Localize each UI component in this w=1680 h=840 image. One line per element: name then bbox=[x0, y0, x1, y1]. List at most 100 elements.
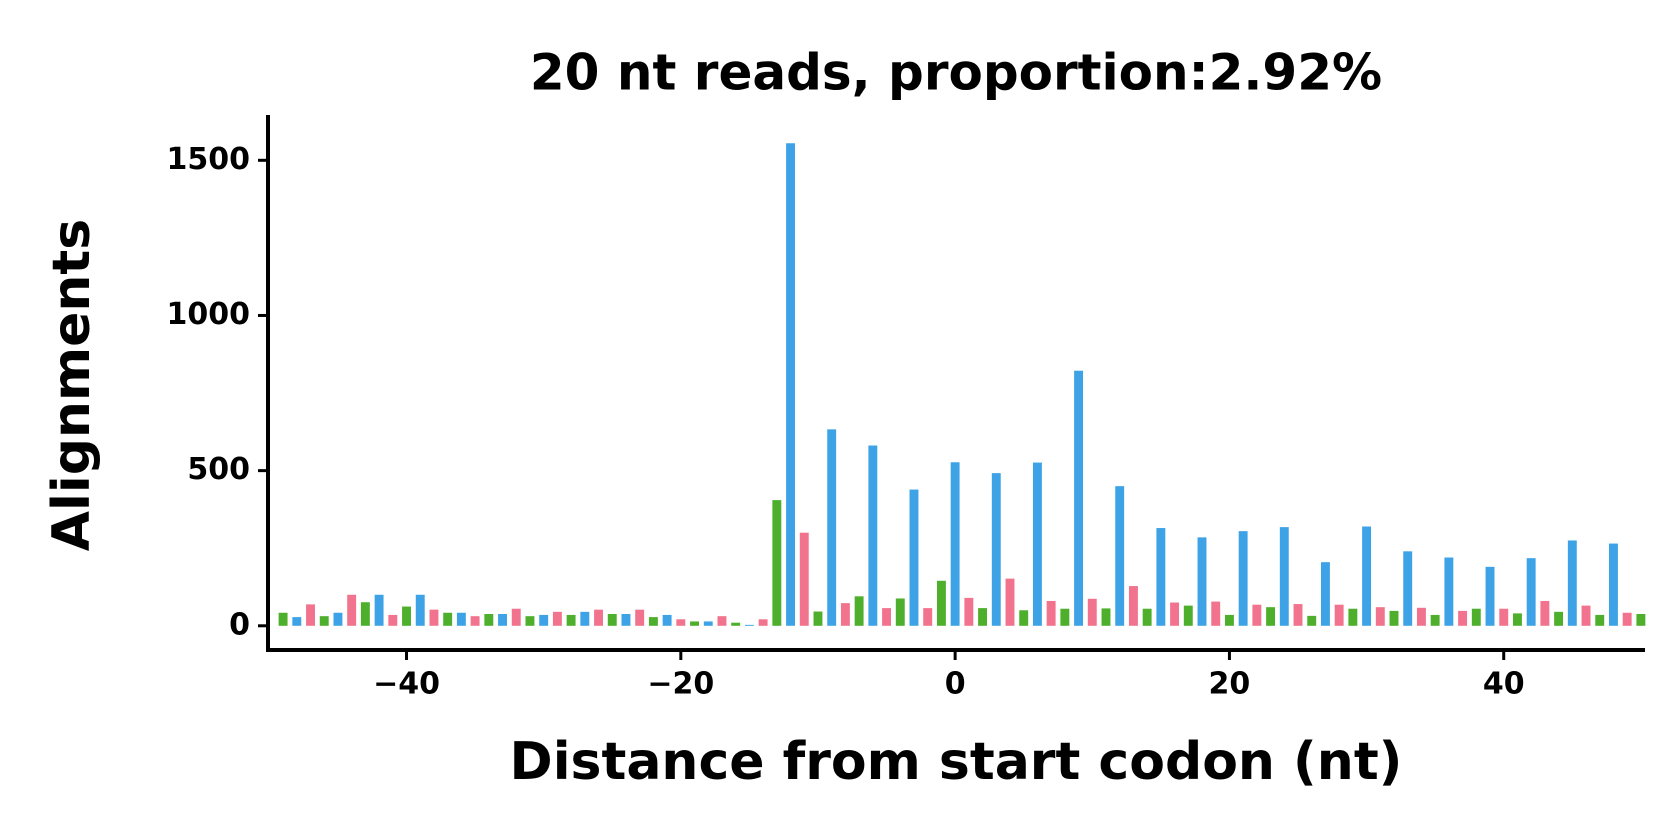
bar bbox=[1458, 610, 1468, 626]
y-tick-label: 1500 bbox=[167, 142, 251, 177]
bar bbox=[484, 614, 494, 626]
bar bbox=[525, 616, 535, 626]
bar bbox=[690, 621, 699, 626]
bar bbox=[1581, 605, 1591, 626]
bar bbox=[840, 603, 850, 626]
bar bbox=[1074, 370, 1084, 626]
bar bbox=[1060, 608, 1070, 626]
bar bbox=[1128, 586, 1138, 626]
bar bbox=[703, 621, 713, 626]
bar bbox=[731, 622, 741, 626]
x-axis-label: Distance from start codon (nt) bbox=[510, 732, 1403, 792]
x-tick-label: 20 bbox=[1209, 667, 1251, 702]
bar bbox=[648, 617, 658, 626]
bar bbox=[717, 616, 727, 626]
bar bbox=[1389, 610, 1399, 626]
bar bbox=[1101, 608, 1111, 626]
bar bbox=[950, 462, 960, 626]
bar bbox=[1224, 614, 1234, 626]
bar bbox=[1142, 608, 1152, 626]
bar bbox=[429, 609, 439, 626]
bar bbox=[374, 594, 384, 626]
bar bbox=[1307, 615, 1317, 626]
bar bbox=[319, 616, 329, 626]
y-tick-label: 500 bbox=[187, 452, 250, 487]
bar bbox=[882, 608, 892, 626]
x-tick-label: 40 bbox=[1483, 667, 1525, 702]
bar bbox=[1197, 537, 1207, 626]
bar bbox=[909, 489, 919, 626]
bar bbox=[827, 429, 837, 626]
bar bbox=[758, 619, 768, 626]
bar bbox=[1087, 598, 1097, 626]
bar bbox=[388, 614, 398, 626]
bar bbox=[566, 614, 576, 626]
y-tick-label: 1000 bbox=[167, 297, 251, 332]
bar bbox=[1334, 604, 1344, 626]
x-tick-label: 0 bbox=[945, 667, 966, 702]
chart-title: 20 nt reads, proportion:2.92% bbox=[530, 44, 1382, 102]
bar bbox=[786, 143, 796, 626]
bar bbox=[402, 606, 411, 626]
bar bbox=[1540, 600, 1550, 626]
bar bbox=[1512, 613, 1522, 626]
bar bbox=[580, 611, 590, 626]
bar bbox=[1430, 614, 1440, 626]
bar bbox=[511, 608, 521, 626]
bar bbox=[1636, 614, 1646, 626]
bar bbox=[456, 612, 466, 626]
bar bbox=[1595, 614, 1605, 626]
bar bbox=[772, 500, 782, 626]
bar bbox=[278, 612, 288, 626]
bar bbox=[1499, 608, 1509, 626]
bar bbox=[1567, 540, 1577, 626]
bar bbox=[635, 609, 645, 626]
bar bbox=[1279, 527, 1289, 626]
bar bbox=[1005, 578, 1015, 626]
bar bbox=[1046, 600, 1056, 626]
bar bbox=[1375, 607, 1385, 626]
bar bbox=[854, 596, 864, 626]
bar bbox=[964, 597, 974, 626]
bar bbox=[552, 611, 562, 626]
bar bbox=[662, 614, 672, 626]
bar bbox=[498, 614, 507, 626]
bar bbox=[1362, 526, 1372, 626]
bar bbox=[1416, 607, 1426, 626]
y-tick-label: 0 bbox=[229, 607, 250, 642]
bar bbox=[1485, 566, 1495, 626]
x-tick-label: −20 bbox=[647, 667, 714, 702]
bar bbox=[1526, 558, 1536, 626]
bar bbox=[360, 602, 370, 626]
bar bbox=[936, 580, 946, 626]
bar bbox=[1156, 528, 1166, 626]
bar bbox=[415, 594, 425, 626]
bar bbox=[813, 611, 823, 626]
bar bbox=[676, 619, 686, 626]
bar bbox=[470, 616, 480, 626]
bar bbox=[1444, 557, 1454, 626]
bar bbox=[991, 473, 1001, 626]
bar bbox=[1403, 551, 1413, 626]
y-axis-label: Alignments bbox=[42, 219, 102, 551]
bar bbox=[347, 594, 357, 626]
bar bbox=[744, 624, 754, 626]
bar bbox=[443, 612, 453, 626]
bar bbox=[333, 612, 343, 626]
bar bbox=[306, 604, 315, 626]
bar bbox=[1238, 531, 1248, 626]
bar bbox=[923, 608, 933, 626]
bar bbox=[1622, 612, 1632, 626]
bar bbox=[868, 445, 878, 626]
x-tick-label: −40 bbox=[373, 667, 440, 702]
bar bbox=[1471, 608, 1481, 626]
bar bbox=[1211, 601, 1221, 626]
bar bbox=[1183, 605, 1193, 626]
bar bbox=[1608, 543, 1618, 626]
bar bbox=[1252, 604, 1262, 626]
bar bbox=[799, 532, 809, 626]
bar bbox=[1266, 607, 1276, 626]
bar bbox=[1320, 562, 1330, 626]
